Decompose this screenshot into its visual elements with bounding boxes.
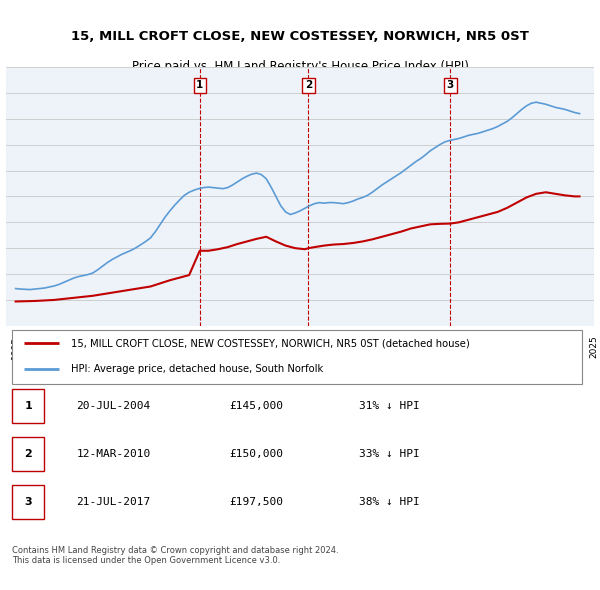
Text: 1: 1	[25, 401, 32, 411]
Text: HPI: Average price, detached house, South Norfolk: HPI: Average price, detached house, Sout…	[71, 364, 323, 374]
Text: 31% ↓ HPI: 31% ↓ HPI	[359, 401, 419, 411]
Text: 2: 2	[25, 449, 32, 459]
FancyBboxPatch shape	[12, 330, 582, 384]
Text: 3: 3	[447, 80, 454, 90]
Text: £145,000: £145,000	[229, 401, 283, 411]
Text: 2: 2	[305, 80, 312, 90]
Text: 15, MILL CROFT CLOSE, NEW COSTESSEY, NORWICH, NR5 0ST: 15, MILL CROFT CLOSE, NEW COSTESSEY, NOR…	[71, 30, 529, 43]
Text: 15, MILL CROFT CLOSE, NEW COSTESSEY, NORWICH, NR5 0ST (detached house): 15, MILL CROFT CLOSE, NEW COSTESSEY, NOR…	[71, 338, 469, 348]
Text: 38% ↓ HPI: 38% ↓ HPI	[359, 497, 419, 507]
Text: £150,000: £150,000	[229, 449, 283, 459]
Text: 12-MAR-2010: 12-MAR-2010	[77, 449, 151, 459]
Text: 33% ↓ HPI: 33% ↓ HPI	[359, 449, 419, 459]
FancyBboxPatch shape	[12, 437, 44, 471]
Text: £197,500: £197,500	[229, 497, 283, 507]
Text: 3: 3	[25, 497, 32, 507]
Text: Contains HM Land Registry data © Crown copyright and database right 2024.
This d: Contains HM Land Registry data © Crown c…	[12, 546, 338, 565]
Text: 1: 1	[196, 80, 203, 90]
Text: Price paid vs. HM Land Registry's House Price Index (HPI): Price paid vs. HM Land Registry's House …	[131, 60, 469, 73]
FancyBboxPatch shape	[12, 389, 44, 422]
Text: 21-JUL-2017: 21-JUL-2017	[77, 497, 151, 507]
Text: 20-JUL-2004: 20-JUL-2004	[77, 401, 151, 411]
FancyBboxPatch shape	[12, 486, 44, 519]
